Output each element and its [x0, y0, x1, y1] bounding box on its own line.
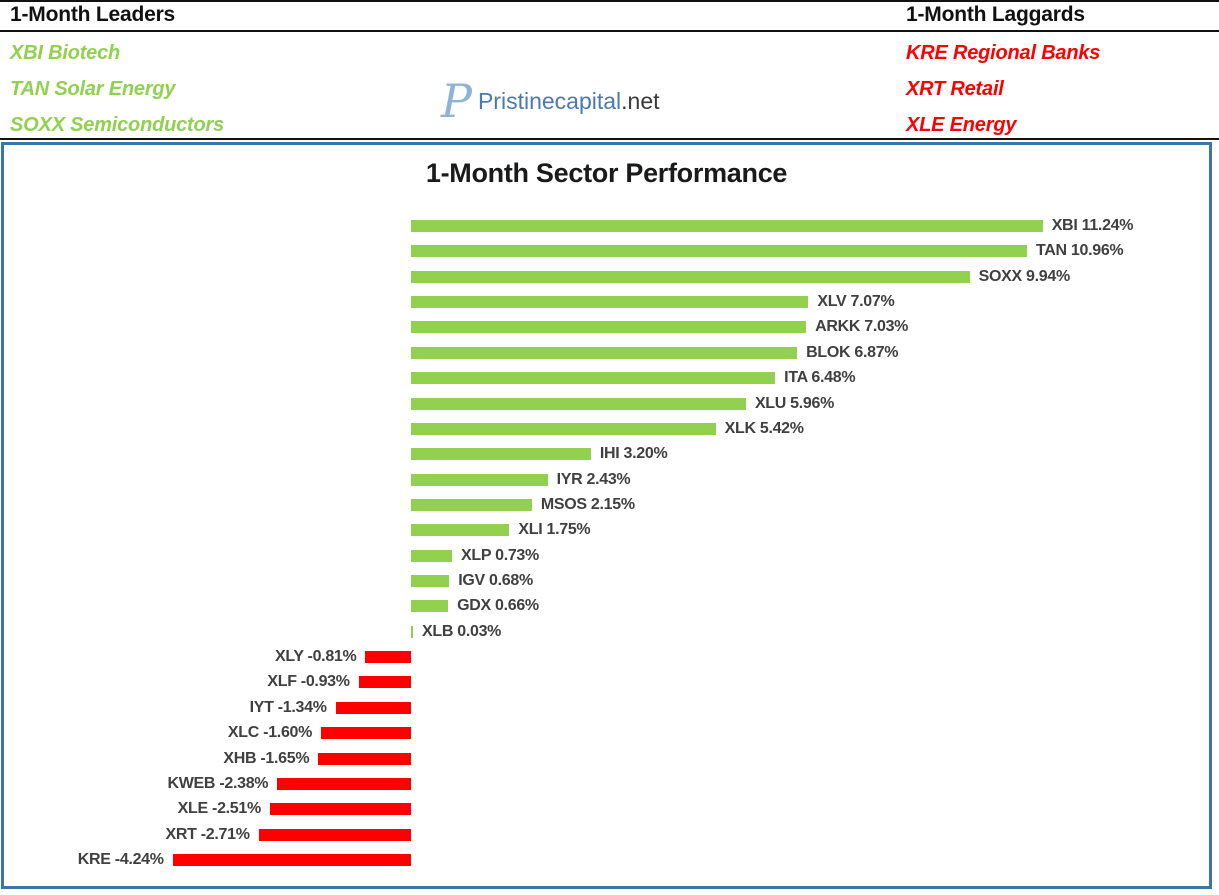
bar-label-gdx: GDX 0.66%	[457, 597, 539, 615]
bar-label-xly: XLY -0.81%	[274, 648, 357, 666]
bar-gdx	[411, 600, 449, 613]
laggard-item: XRT Retail	[906, 78, 1004, 100]
laggard-item: XLE Energy	[906, 114, 1017, 136]
bar-label-xlk: XLK 5.42%	[724, 419, 804, 437]
bar-label-soxx: SOXX 9.94%	[978, 267, 1071, 285]
bar-kre	[172, 854, 411, 866]
bar-iyt	[335, 701, 411, 714]
bar-label-arkk: ARKK 7.03%	[815, 318, 909, 336]
bar-label-xrt: XRT -2.71%	[165, 825, 250, 843]
bar-label-xle: XLE -2.51%	[177, 800, 262, 818]
bars-area: XBI 11.24% TAN 10.96% SOXX 9.94% XLV 7.07% A…	[4, 145, 1209, 886]
bar-label-kweb: KWEB -2.38%	[167, 774, 269, 792]
bar-label-iyt: IYT -1.34%	[249, 698, 327, 716]
laggard-item: KRE Regional Banks	[906, 42, 1101, 64]
bar-ihi	[411, 448, 591, 461]
bar-label-xhb: XHB -1.65%	[223, 749, 310, 767]
leader-item: XBI Biotech	[10, 42, 121, 64]
bar-label-igv: IGV 0.68%	[458, 572, 533, 590]
bar-arkk	[411, 321, 807, 334]
chart: 1-Month Sector Performance XBI 11.24% TAN…	[1, 142, 1212, 889]
bar-xlu	[411, 397, 746, 410]
bar-xbi	[411, 220, 1043, 232]
bar-label-xli: XLI 1.75%	[518, 521, 591, 539]
bar-xhb	[318, 752, 411, 765]
laggards-list: KRE Regional Banks XRT Retail XLE Energy	[906, 40, 1219, 148]
bar-xlk	[411, 422, 716, 435]
bar-xli	[411, 524, 510, 537]
bar-iyr	[411, 473, 548, 486]
logo-suffix: .net	[621, 87, 660, 114]
leaders-list: XBI Biotech TAN Solar Energy SOXX Semicond…	[10, 40, 440, 148]
logo: P Pristinecapital .net	[441, 78, 660, 124]
bar-xrt	[258, 828, 411, 841]
bar-tan	[411, 245, 1027, 258]
bar-xlv	[411, 296, 809, 309]
bar-label-xlv: XLV 7.07%	[817, 293, 895, 311]
leader-item: SOXX Semiconductors	[10, 114, 225, 136]
top-rule	[0, 0, 1219, 2]
bar-xlf	[358, 676, 411, 689]
bar-label-ihi: IHI 3.20%	[599, 445, 668, 463]
bar-msos	[411, 498, 532, 511]
leaders-title: 1-Month Leaders	[10, 3, 176, 26]
chart-title: 1-Month Sector Performance	[425, 158, 788, 188]
laggards-title: 1-Month Laggards	[906, 3, 1085, 26]
bar-ita	[411, 372, 776, 385]
bar-label-tan: TAN 10.96%	[1035, 242, 1124, 260]
bar-label-blok: BLOK 6.87%	[806, 343, 899, 361]
bar-label-xlb: XLB 0.03%	[422, 622, 502, 640]
logo-name: Pristinecapital	[477, 87, 622, 114]
header-divider-rule	[0, 30, 1219, 32]
bar-xlc	[321, 727, 411, 740]
bar-label-xlf: XLF -0.93%	[267, 673, 350, 691]
bar-label-xlp: XLP 0.73%	[461, 546, 539, 564]
bar-label-xbi: XBI 11.24%	[1051, 217, 1134, 234]
bar-igv	[411, 575, 450, 588]
bar-xlb	[411, 625, 413, 638]
bar-label-ita: ITA 6.48%	[784, 369, 856, 387]
bar-kweb	[277, 777, 411, 790]
bar-xle	[269, 803, 411, 816]
bar-label-xlc: XLC -1.60%	[227, 724, 313, 742]
bar-label-iyr: IYR 2.43%	[556, 470, 631, 488]
bar-soxx	[411, 270, 970, 283]
bar-xlp	[411, 549, 453, 562]
bar-label-msos: MSOS 2.15%	[540, 495, 635, 513]
bar-blok	[411, 346, 798, 359]
logo-monogram-icon: P	[441, 74, 472, 128]
leader-item: TAN Solar Energy	[10, 78, 176, 100]
chart-top-rule	[0, 138, 1219, 140]
bar-label-kre: KRE -4.24%	[77, 851, 164, 868]
bar-xly	[365, 651, 411, 664]
bar-label-xlu: XLU 5.96%	[754, 394, 835, 412]
